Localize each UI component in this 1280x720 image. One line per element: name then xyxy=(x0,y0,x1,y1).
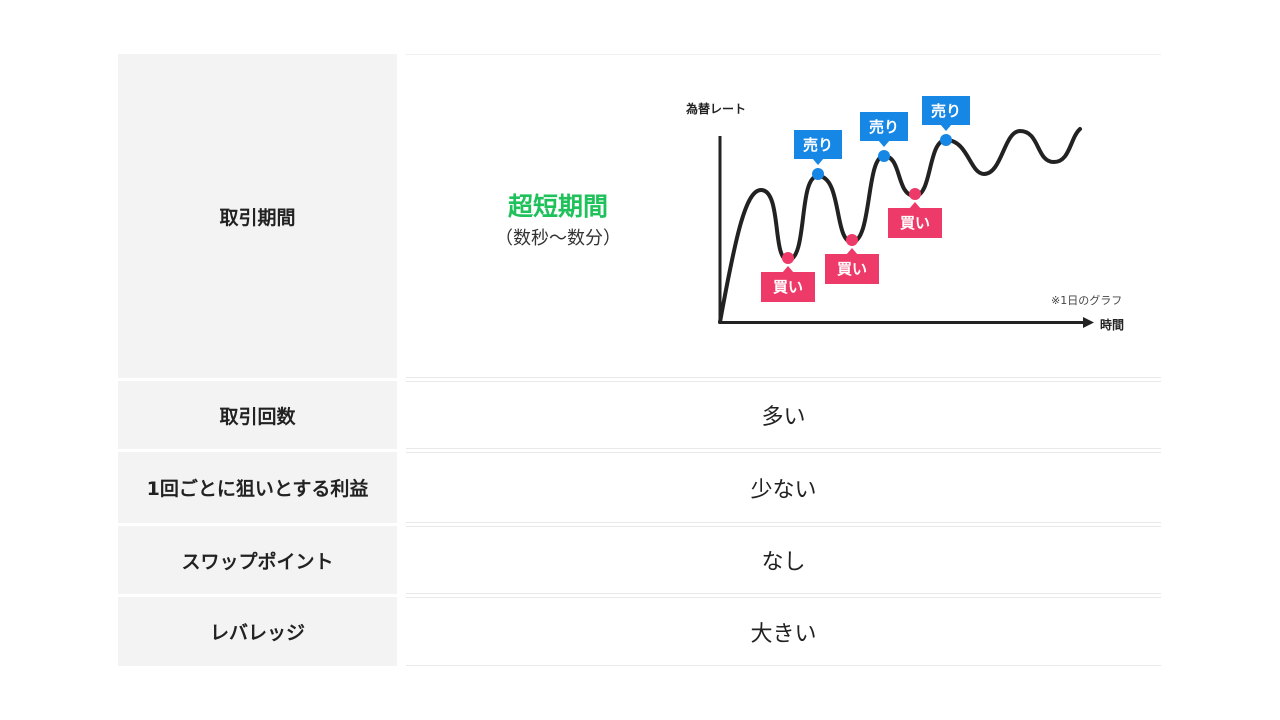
row-label-target-profit: 1回ごとに狙いとする利益 xyxy=(118,452,397,523)
sell-marker: 売り xyxy=(922,96,970,146)
sell-point xyxy=(940,134,952,146)
y-axis-label: 為替レート xyxy=(686,101,746,116)
buy-label: 買い xyxy=(900,214,930,232)
row-label-period: 取引期間 xyxy=(118,54,397,378)
row-label-trade-count: 取引回数 xyxy=(118,381,397,449)
row-label-leverage: レバレッジ xyxy=(118,597,397,666)
buy-point xyxy=(846,234,858,246)
table-row: スワップポイント なし xyxy=(118,526,1161,594)
row-value-target-profit: 少ない xyxy=(406,452,1161,523)
sell-point xyxy=(812,168,824,180)
x-axis-label: 時間 xyxy=(1100,317,1124,332)
buy-label: 買い xyxy=(773,278,803,296)
table-row: レバレッジ 大きい xyxy=(118,597,1161,666)
buy-marker: 買い xyxy=(761,252,815,302)
buy-point xyxy=(782,252,794,264)
sell-marker: 売り xyxy=(860,112,908,162)
buy-label: 買い xyxy=(837,260,867,278)
row-value-swap-point: なし xyxy=(406,526,1161,594)
sell-marker: 売り xyxy=(794,130,842,180)
sell-point xyxy=(878,150,890,162)
table-row: 取引期間 超短期間 （数秒〜数分） 為替レート 時間 ※1日のグラフ 売り xyxy=(118,54,1161,378)
sell-label: 売り xyxy=(803,136,833,154)
row-value-trade-count: 多い xyxy=(406,381,1161,449)
buy-marker: 買い xyxy=(825,234,879,284)
row-label-swap-point: スワップポイント xyxy=(118,526,397,594)
buy-point xyxy=(909,188,921,200)
price-wave-diagram: 為替レート 時間 ※1日のグラフ 売り 売り 売り xyxy=(406,54,1161,378)
buy-marker: 買い xyxy=(888,188,942,238)
sell-label: 売り xyxy=(931,102,961,120)
row-value-leverage: 大きい xyxy=(406,597,1161,666)
x-axis-arrow xyxy=(1083,317,1094,328)
table-row: 取引回数 多い xyxy=(118,381,1161,449)
table-row: 1回ごとに狙いとする利益 少ない xyxy=(118,452,1161,523)
sell-label: 売り xyxy=(869,118,899,136)
graph-note: ※1日のグラフ xyxy=(1051,293,1122,307)
